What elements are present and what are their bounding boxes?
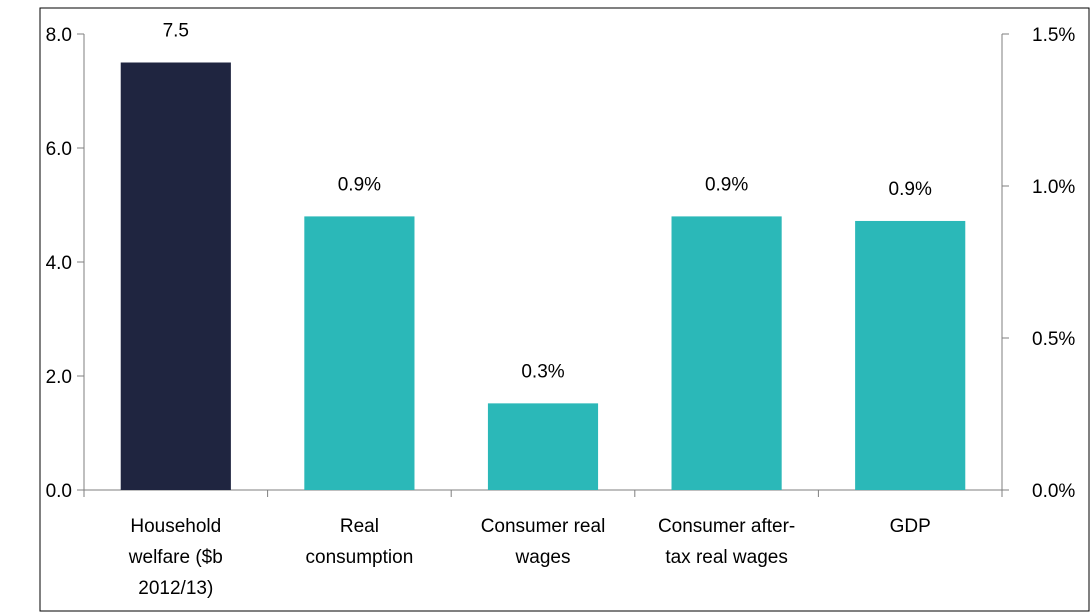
bar bbox=[304, 216, 415, 490]
category-label-line: Real bbox=[340, 516, 379, 537]
category-label-line: welfare ($b bbox=[128, 547, 223, 568]
category-label-line: 2012/13) bbox=[138, 578, 213, 599]
left-axis-tick-label: 8.0 bbox=[46, 25, 72, 46]
axes: 0.0 2.0 4.0 6.0 8.0 0.0% 0.5% 1.0% 1.5% bbox=[46, 25, 1076, 502]
bar bbox=[671, 216, 782, 490]
category-label: GDP bbox=[890, 516, 931, 537]
category-label-line: Consumer real bbox=[481, 516, 606, 537]
right-axis-tick-label: 1.5% bbox=[1032, 25, 1075, 46]
category-label-line: GDP bbox=[890, 516, 931, 537]
category-label-line: consumption bbox=[306, 547, 414, 568]
category-label: Household welfare ($b 2012/13) bbox=[128, 516, 223, 599]
chart-frame bbox=[39, 7, 1090, 612]
category-label-line: wages bbox=[515, 547, 571, 568]
data-label: 0.9% bbox=[338, 174, 381, 195]
data-label: 0.9% bbox=[889, 179, 932, 200]
category-label-line: Household bbox=[130, 516, 221, 537]
bar bbox=[120, 62, 231, 490]
left-axis-tick-label: 4.0 bbox=[46, 253, 72, 274]
left-axis-tick-label: 6.0 bbox=[46, 139, 72, 160]
category-label-line: tax real wages bbox=[665, 547, 788, 568]
bar bbox=[487, 403, 599, 490]
category-label: Consumer after-tax real wages bbox=[658, 516, 795, 568]
bars bbox=[120, 62, 966, 490]
data-label: 0.9% bbox=[705, 174, 748, 195]
category-label-line: Consumer after- bbox=[658, 516, 795, 537]
category-labels: Household welfare ($b 2012/13) Real consumpt… bbox=[128, 516, 931, 599]
left-axis-tick-label: 2.0 bbox=[46, 367, 72, 388]
data-label: 0.3% bbox=[521, 361, 564, 382]
left-axis-tick-label: 0.0 bbox=[46, 481, 72, 502]
right-axis-tick-label: 0.0% bbox=[1032, 481, 1075, 502]
data-label: 7.5 bbox=[163, 21, 189, 42]
category-label: Consumer real wages bbox=[481, 516, 606, 568]
data-labels: 7.5 0.9% 0.3% 0.9% 0.9% bbox=[163, 21, 932, 383]
category-label: Real consumption bbox=[306, 516, 414, 568]
bar bbox=[855, 220, 966, 490]
right-axis-tick-label: 0.5% bbox=[1032, 329, 1075, 350]
right-axis-tick-label: 1.0% bbox=[1032, 177, 1075, 198]
